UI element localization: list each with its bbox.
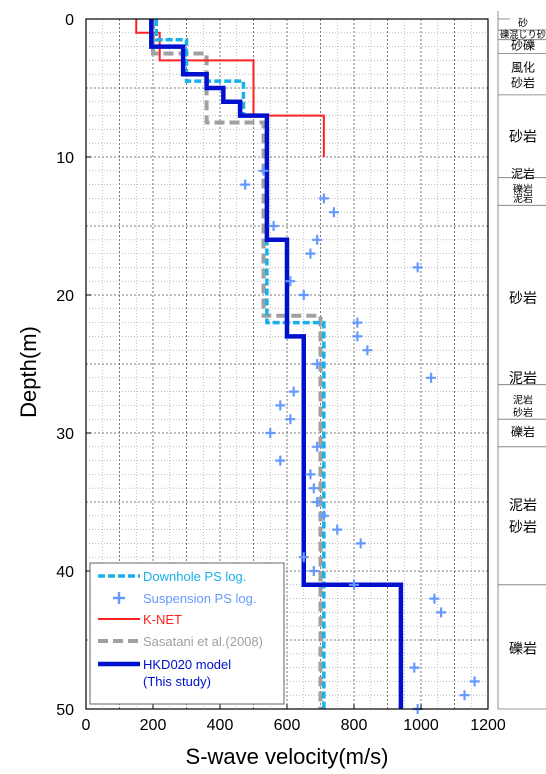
data-point-marker xyxy=(362,345,373,356)
data-point-marker xyxy=(305,469,316,480)
y-tick-label: 50 xyxy=(56,702,74,719)
x-tick-label: 400 xyxy=(207,717,234,734)
data-point-marker xyxy=(312,359,323,369)
geology-label: 砂岩 xyxy=(509,291,537,307)
data-point-marker xyxy=(258,165,269,176)
data-point-marker xyxy=(318,510,329,521)
geology-label: 礫混じり砂 xyxy=(500,28,546,41)
geology-label: 風化 xyxy=(511,61,535,75)
geology-label: 泥岩 xyxy=(513,192,533,205)
data-point-marker xyxy=(312,441,323,452)
data-point-marker xyxy=(268,221,279,231)
data-point-marker xyxy=(275,400,286,411)
data-point-marker xyxy=(426,372,437,383)
geology-label: 礫岩 xyxy=(513,182,533,195)
data-point-marker xyxy=(328,207,339,218)
series-line-2 xyxy=(135,19,325,157)
data-point-marker xyxy=(240,179,251,190)
data-point-marker xyxy=(285,276,296,287)
data-point-marker xyxy=(275,455,286,466)
data-point-marker xyxy=(412,262,423,273)
data-point-marker xyxy=(318,193,329,204)
geology-label: 泥岩 xyxy=(511,166,535,181)
geology-label: 砂 xyxy=(518,17,528,30)
data-point-marker xyxy=(285,414,296,425)
data-point-marker xyxy=(308,483,319,494)
y-tick-label: 40 xyxy=(56,564,74,581)
legend-label: Sasatani et al.(2008) xyxy=(143,634,263,649)
geology-label: 砂礫 xyxy=(511,38,535,53)
y-tick-label: 0 xyxy=(65,12,74,29)
x-tick-label: 0 xyxy=(82,717,91,734)
geology-label: 礫岩 xyxy=(511,424,535,439)
y-tick-label: 20 xyxy=(56,288,74,305)
data-point-marker xyxy=(308,566,319,576)
x-tick-label: 200 xyxy=(140,717,167,734)
geology-label: 泥岩 xyxy=(513,393,533,406)
legend: Downhole PS log. Suspension PS log. K-NET S… xyxy=(89,562,285,705)
geology-label: 礫岩 xyxy=(509,641,537,657)
data-point-marker xyxy=(312,234,323,245)
data-point-marker xyxy=(312,497,323,507)
axis-ticks: 0 200 400 600 800 1000 1200 0 10 20 30 40 50 xyxy=(56,12,506,734)
x-tick-label: 800 xyxy=(341,717,368,734)
geology-label: 砂岩 xyxy=(511,75,535,90)
data-point-marker xyxy=(305,248,316,259)
series-group xyxy=(135,19,480,714)
legend-swatch xyxy=(113,592,125,604)
geology-label: 砂岩 xyxy=(509,129,537,145)
legend-label: K-NET xyxy=(143,612,182,627)
y-tick-label: 30 xyxy=(56,426,74,443)
data-point-marker xyxy=(298,290,309,300)
series-suspension-markers xyxy=(240,165,480,714)
data-point-marker xyxy=(352,317,363,328)
data-point-marker xyxy=(436,607,447,618)
legend-label: HKD020 model xyxy=(143,657,231,672)
data-point-marker xyxy=(349,579,359,590)
x-tick-label: 1200 xyxy=(470,717,506,734)
geology-label: 砂岩 xyxy=(513,406,533,419)
data-point-marker xyxy=(298,552,309,563)
data-point-marker xyxy=(409,662,420,673)
data-point-marker xyxy=(352,331,363,342)
data-point-marker xyxy=(265,428,276,438)
series-line-0 xyxy=(154,19,326,709)
legend-label: Downhole PS log. xyxy=(143,569,246,584)
data-point-marker xyxy=(332,524,343,535)
data-point-marker xyxy=(469,676,480,687)
data-point-marker xyxy=(355,538,366,549)
x-axis-title: S-wave velocity(m/s) xyxy=(186,744,389,769)
x-tick-label: 1000 xyxy=(403,717,439,734)
geology-label: 砂岩 xyxy=(509,520,537,536)
geology-label: 泥岩 xyxy=(509,498,537,514)
legend-label: (This study) xyxy=(143,674,211,689)
geology-label: 泥岩 xyxy=(509,371,537,387)
data-point-marker xyxy=(288,386,299,397)
legend-box xyxy=(89,562,285,705)
series-line-3 xyxy=(151,19,323,709)
x-tick-label: 600 xyxy=(274,717,301,734)
series-line-4 xyxy=(149,19,404,709)
y-tick-label: 10 xyxy=(56,150,74,167)
data-point-marker xyxy=(429,593,440,604)
data-point-marker xyxy=(459,690,470,701)
y-axis-title: Depth(m) xyxy=(16,326,41,418)
legend-label: Suspension PS log. xyxy=(143,591,256,606)
